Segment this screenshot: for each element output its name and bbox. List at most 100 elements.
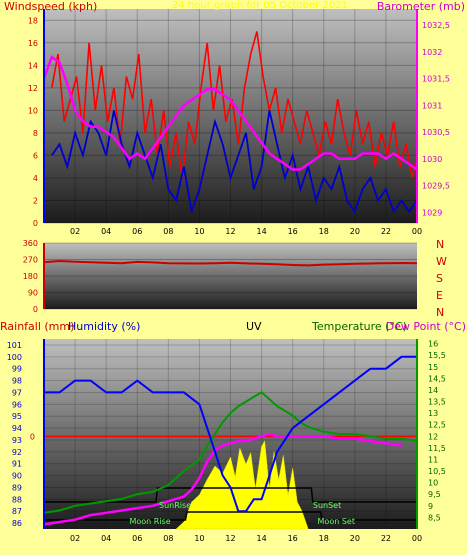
- moonrise-annotation: Moon Rise: [129, 517, 170, 526]
- moonlight-series: [44, 511, 417, 521]
- wind-y-tick-label: 6: [33, 151, 38, 160]
- temperature-y-tick-label: 16: [428, 340, 438, 349]
- wind-x-tick-label: 20: [350, 227, 360, 236]
- wind-y-tick-label: 18: [28, 16, 38, 25]
- direction-y-tick-label: 180: [23, 272, 38, 281]
- wind-y-tick-label: 16: [28, 39, 38, 48]
- humidity-y-tick-label: 99: [12, 365, 22, 374]
- sunset-annotation: SunSet: [313, 501, 341, 510]
- humidity-y-tick-label: 93: [12, 436, 22, 445]
- wind-x-tick-label: 22: [381, 227, 391, 236]
- humidity-y-tick-label: 98: [12, 377, 22, 386]
- wind-y-ticks: 18 16 14 12 10 8 6 4 2 0: [28, 16, 38, 228]
- temperature-series: [43, 391, 418, 514]
- humidity-y-tick-label: 89: [12, 483, 22, 492]
- humidity-y-tick-label: 95: [12, 412, 22, 421]
- wind-y-tick-label: 12: [28, 84, 38, 93]
- temperature-y-tick-label: 13: [428, 409, 438, 418]
- humidity-y-tick-label: 101: [7, 341, 22, 350]
- wind-x-tick-label: 00: [412, 227, 422, 236]
- humidity-y-ticks: 101 100 99 98 97 96 95 94 93 92 91 90 89 88 87 86 0: [7, 341, 35, 528]
- temperature-y-tick-label: 9: [428, 502, 433, 511]
- humidity-axis-label: Humidity (%): [68, 320, 140, 333]
- temperature-y-tick-label: 15: [428, 363, 438, 372]
- climate-x-tick-label: 18: [319, 534, 329, 543]
- climate-x-tick-label: 02: [70, 534, 80, 543]
- temperature-y-ticks: 16 15,5 15 14,5 14 13,5 13 12,5 12 11,5 11 10,5 10 9,…: [428, 340, 446, 523]
- rainfall-y-tick-label: 0: [30, 432, 35, 441]
- humidity-y-tick-label: 87: [12, 507, 22, 516]
- uv-axis-label: UV: [246, 320, 262, 333]
- humidity-y-tick-label: 92: [12, 448, 22, 457]
- direction-y-tick-label: 0: [33, 305, 38, 314]
- direction-panel-grid: [44, 242, 417, 310]
- temperature-y-tick-label: 15,5: [428, 351, 446, 360]
- climate-x-tick-label: 12: [225, 534, 235, 543]
- humidity-y-tick-label: 86: [12, 519, 22, 528]
- wind-y-tick-label: 2: [33, 196, 38, 205]
- wind-y-tick-label: 14: [28, 61, 38, 70]
- temperature-y-tick-label: 12,5: [428, 421, 446, 430]
- barometer-y-tick-label: 1030,5: [422, 128, 450, 137]
- barometer-y-tick-label: 1032,5: [422, 21, 450, 30]
- temperature-y-tick-label: 9,5: [428, 490, 441, 499]
- humidity-series: [44, 355, 417, 513]
- temperature-axis-label: Temperature (°C): [311, 320, 407, 333]
- temperature-y-tick-label: 12: [428, 432, 438, 441]
- direction-y-ticks: 360 270 180 90 0: [23, 239, 38, 314]
- climate-panel-series: [43, 355, 418, 526]
- climate-x-ticks: 02 04 06 08 10 12 14 16 18 20 22 00: [70, 534, 422, 543]
- climate-x-tick-label: 00: [412, 534, 422, 543]
- barometer-axis-label: Barometer (mb): [377, 0, 465, 13]
- temperature-y-tick-label: 14: [428, 386, 438, 395]
- barometer-y-tick-label: 1032: [422, 48, 442, 57]
- rainfall-axis-label: Rainfall (mm): [0, 320, 74, 333]
- temperature-y-tick-label: 14,5: [428, 374, 446, 383]
- humidity-y-tick-label: 88: [12, 495, 22, 504]
- temperature-y-tick-label: 13,5: [428, 398, 446, 407]
- climate-x-tick-label: 04: [101, 534, 111, 543]
- wind-x-tick-label: 18: [319, 227, 329, 236]
- temperature-y-tick-label: 10: [428, 479, 438, 488]
- dewpoint-series: [43, 432, 402, 526]
- wind-x-tick-label: 06: [132, 227, 142, 236]
- wind-x-tick-label: 04: [101, 227, 111, 236]
- barometer-y-tick-label: 1030: [422, 155, 442, 164]
- humidity-y-tick-label: 90: [12, 472, 22, 481]
- climate-x-tick-label: 08: [163, 534, 173, 543]
- wind-y-tick-label: 0: [33, 219, 38, 228]
- chart-title: 24 hour graph for 05 October 2021: [172, 0, 348, 11]
- temperature-y-tick-label: 8,5: [428, 513, 441, 522]
- humidity-y-tick-label: 97: [12, 388, 22, 397]
- dewpoint-axis-label: Dew Point (°C): [386, 320, 466, 333]
- humidity-y-tick-label: 94: [12, 424, 22, 433]
- climate-x-tick-label: 20: [350, 534, 360, 543]
- wind-y-tick-label: 4: [33, 174, 38, 183]
- wind-x-tick-label: 12: [225, 227, 235, 236]
- wind-x-ticks: 02 04 06 08 10 12 14 16 18 20 22 00: [70, 227, 422, 236]
- sun-moon-annotations: SunRise SunSet Moon Rise Moon Set: [129, 501, 355, 526]
- wind-average-series: [51, 110, 418, 214]
- windspeed-axis-label: Windspeed (kph): [4, 0, 97, 13]
- climate-x-tick-label: 06: [132, 534, 142, 543]
- compass-label: W: [436, 255, 447, 268]
- barometer-y-tick-label: 1031,5: [422, 75, 450, 84]
- climate-x-tick-label: 16: [288, 534, 298, 543]
- wind-x-tick-label: 08: [163, 227, 173, 236]
- direction-panel-background: [44, 243, 417, 309]
- daylight-series: [44, 487, 417, 503]
- temperature-y-tick-label: 10,5: [428, 467, 446, 476]
- barometer-y-tick-label: 1029,5: [422, 182, 450, 191]
- climate-x-tick-label: 22: [381, 534, 391, 543]
- compass-label: N: [436, 306, 444, 319]
- climate-x-tick-label: 10: [194, 534, 204, 543]
- humidity-y-tick-label: 100: [7, 353, 22, 362]
- wind-x-tick-label: 16: [288, 227, 298, 236]
- barometer-series: [42, 55, 418, 171]
- wind-gust-series: [51, 31, 418, 179]
- wind-direction-series: [43, 259, 418, 267]
- direction-y-tick-label: 270: [23, 256, 38, 265]
- humidity-y-tick-label: 91: [12, 460, 22, 469]
